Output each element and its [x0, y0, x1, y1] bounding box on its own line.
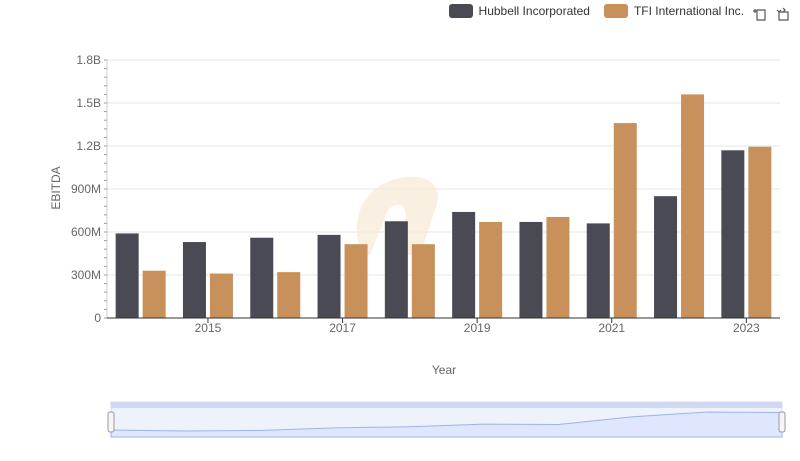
x-tick-label: 2017: [329, 321, 356, 335]
bar-tfi-2022[interactable]: [681, 94, 705, 319]
bar-hubbell-2017[interactable]: [317, 234, 341, 318]
bar-tfi-2016[interactable]: [277, 272, 301, 318]
navigator-right-handle[interactable]: [778, 411, 786, 433]
range-navigator[interactable]: [107, 401, 786, 438]
legend-swatch-tfi: [603, 4, 628, 18]
grid-lines: [107, 59, 780, 319]
y-tick-label: 1.5B: [76, 96, 101, 110]
x-tick-label: 2021: [598, 321, 625, 335]
bar-hubbell-2018[interactable]: [384, 221, 408, 318]
bar-hubbell-2021[interactable]: [586, 223, 610, 318]
y-tick-label: 900M: [71, 182, 101, 196]
bar-hubbell-2019[interactable]: [452, 211, 476, 318]
y-tick-label: 1.2B: [76, 139, 101, 153]
bar-tfi-2023[interactable]: [748, 146, 772, 318]
zoom-select-icon[interactable]: [752, 6, 768, 22]
bar-tfi-2017[interactable]: [344, 244, 368, 318]
tick-labels: 0 300M 600M 900M 1.2B 1.5B 1.8B 2015 2017 2019 202…: [71, 53, 760, 335]
y-tick-label: 0: [94, 311, 101, 325]
navigator-left-handle[interactable]: [107, 411, 115, 433]
y-tick-label: 300M: [71, 268, 101, 282]
bar-hubbell-2016[interactable]: [250, 237, 274, 318]
x-tick-label: 2023: [733, 321, 760, 335]
bar-tfi-2019[interactable]: [479, 221, 503, 318]
watermark-logo: [356, 176, 439, 255]
bar-tfi-2020[interactable]: [546, 216, 570, 318]
x-tick-label: 2019: [464, 321, 491, 335]
y-tick-label: 1.8B: [76, 53, 101, 67]
legend-label-tfi: TFI International Inc.: [633, 4, 744, 18]
bars: [115, 94, 772, 319]
bar-tfi-2014[interactable]: [142, 270, 166, 318]
chart-toolbar: [752, 6, 792, 22]
y-tick-label: 600M: [71, 225, 101, 239]
legend-item-tfi[interactable]: TFI International Inc.: [603, 4, 744, 18]
legend-label-hubbell: Hubbell Incorporated: [478, 4, 590, 18]
x-axis-title: Year: [432, 363, 456, 377]
legend: Hubbell Incorporated TFI International I…: [448, 4, 744, 18]
bar-hubbell-2015[interactable]: [182, 242, 206, 318]
axes: [104, 59, 780, 323]
bar-tfi-2021[interactable]: [613, 123, 637, 318]
legend-swatch-hubbell: [448, 4, 473, 18]
legend-item-hubbell[interactable]: Hubbell Incorporated: [448, 4, 590, 18]
bar-hubbell-2023[interactable]: [721, 150, 745, 318]
bar-tfi-2015[interactable]: [209, 273, 233, 318]
reset-zoom-icon[interactable]: [776, 6, 792, 22]
bar-hubbell-2014[interactable]: [115, 233, 139, 318]
bar-hubbell-2022[interactable]: [654, 196, 678, 318]
bar-tfi-2018[interactable]: [411, 244, 435, 318]
x-tick-label: 2015: [195, 321, 222, 335]
y-axis-title: EBITDA: [49, 166, 63, 209]
navigator-scrollbar[interactable]: [111, 402, 782, 408]
bar-hubbell-2020[interactable]: [519, 221, 543, 318]
